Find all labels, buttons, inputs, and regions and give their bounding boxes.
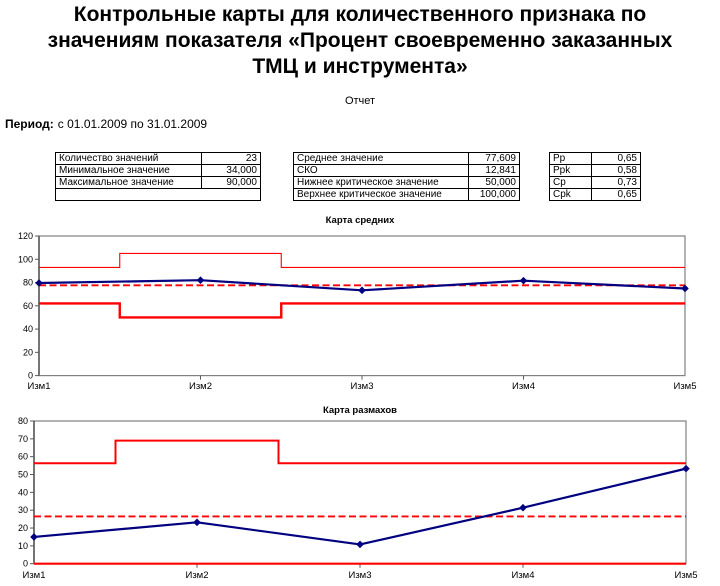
table-row: Cp 0,73 (549, 176, 641, 189)
data-point-marker (681, 284, 689, 293)
stat-label: СКО (293, 164, 469, 177)
stat-label: Среднее значение (293, 152, 469, 165)
means-chart-title: Карта средних (325, 215, 395, 226)
plot-frame (38, 235, 686, 377)
stat-value: 77,609 (468, 152, 520, 165)
stat-label: Верхнее критическое значение (293, 188, 469, 201)
y-tick-label: 120 (18, 231, 33, 241)
stat-value: 0,65 (591, 188, 641, 201)
data-point-marker (356, 540, 364, 549)
data-point-marker (519, 276, 528, 285)
ranges-line (33, 467, 687, 546)
table-row (55, 188, 261, 201)
table-row: Ppk 0,58 (549, 164, 641, 177)
y-tick-label: 20 (23, 347, 33, 357)
stat-label: Минимальное значение (55, 164, 202, 177)
stat-label: Нижнее критическое значение (293, 176, 469, 189)
period-value: с 01.01.2009 по 31.01.2009 (57, 117, 208, 131)
y-tick-label: 60 (18, 452, 28, 462)
x-category-label: Изм5 (674, 381, 697, 392)
sample-summary-table: Количество значений 23 Минимальное значени… (55, 152, 261, 201)
data-point-marker (358, 286, 366, 295)
stat-value: 23 (201, 152, 261, 165)
stat-label: Количество значений (55, 152, 202, 165)
stat-label (55, 188, 261, 201)
y-tick-label: 0 (23, 559, 28, 569)
table-row: Среднее значение 77,609 (293, 152, 520, 165)
lower-control-limit-line (39, 302, 685, 319)
page-title-line-1: Контрольные карты для количественного пр… (73, 3, 647, 26)
stat-value: 34,000 (201, 164, 261, 177)
x-category-label: Изм3 (349, 570, 372, 581)
y-tick-label: 60 (23, 301, 33, 311)
x-category-label: Изм1 (23, 570, 46, 581)
table-row: Нижнее критическое значение 50,000 (293, 176, 520, 189)
ranges-chart-title: Карта размахов (322, 405, 397, 416)
ranges-chart-canvas: 0 10 20 30 40 50 60 70 80 Изм1 Изм2 Изм3 Изм4 Изм5 (18, 417, 698, 581)
page-title-line-3: ТМЦ и инструмента» (252, 55, 468, 78)
means-chart-canvas: 0 20 40 60 80 100 120 Изм1 Изм2 Изм3 Изм4 Изм5 (18, 231, 697, 392)
table-row: Cpk 0,65 (549, 188, 641, 201)
y-tick-label: 100 (18, 254, 33, 264)
x-category-label: Изм3 (351, 381, 374, 392)
data-point-marker (196, 276, 205, 285)
stat-label: Cp (549, 176, 592, 189)
table-row: СКО 12,841 (293, 164, 520, 177)
page-title: Контрольные карты для количественного пр… (0, 2, 720, 80)
stat-value: 0,58 (591, 164, 641, 177)
y-tick-label: 10 (18, 541, 28, 551)
capability-indices-table: Pp 0,65 Ppk 0,58 Cp 0,73 Cpk 0,65 (549, 152, 641, 201)
table-row: Pp 0,65 (549, 152, 641, 165)
data-point-marker (519, 503, 527, 512)
stat-value: 12,841 (468, 164, 520, 177)
stat-value: 90,000 (201, 176, 261, 189)
period-label: Период: (5, 117, 54, 131)
x-category-label: Изм2 (186, 570, 209, 581)
y-tick-label: 0 (28, 371, 33, 381)
upper-control-limit-line (39, 252, 685, 268)
y-tick-label: 40 (23, 324, 33, 334)
data-point-marker (193, 518, 201, 527)
x-category-label: Изм2 (189, 381, 212, 392)
stat-label: Ppk (549, 164, 592, 177)
x-category-label: Изм1 (28, 381, 51, 392)
data-point-marker (682, 464, 690, 473)
x-category-label: Изм5 (675, 570, 698, 581)
table-row: Количество значений 23 (55, 152, 261, 165)
y-tick-label: 20 (18, 523, 28, 533)
y-tick-label: 40 (18, 487, 28, 497)
page-title-line-2: значениям показателя «Процент своевремен… (47, 29, 673, 52)
statistics-table: Среднее значение 77,609 СКО 12,841 Нижнее кр… (293, 152, 520, 201)
x-category-label: Изм4 (512, 570, 535, 581)
y-tick-label: 70 (18, 434, 28, 444)
stat-label: Cpk (549, 188, 592, 201)
table-row: Максимальное значение 90,000 (55, 176, 261, 189)
stat-value: 100,000 (468, 188, 520, 201)
stat-value: 0,73 (591, 176, 641, 189)
y-tick-label: 80 (18, 417, 28, 426)
report-label: Отчет (344, 95, 376, 107)
x-category-label: Изм4 (512, 381, 535, 392)
stat-label: Максимальное значение (55, 176, 202, 189)
upper-control-limit-line (34, 439, 686, 465)
data-point-marker (30, 533, 38, 541)
period-line: Период: с 01.01.2009 по 31.01.2009 (5, 117, 207, 131)
stat-value: 50,000 (468, 176, 520, 189)
table-row: Верхнее критическое значение 100,000 (293, 188, 520, 201)
y-tick-label: 80 (23, 278, 33, 288)
y-tick-label: 30 (18, 505, 28, 515)
y-tick-label: 50 (18, 470, 28, 480)
stat-label: Pp (549, 152, 592, 165)
stat-value: 0,65 (591, 152, 641, 165)
table-row: Минимальное значение 34,000 (55, 164, 261, 177)
